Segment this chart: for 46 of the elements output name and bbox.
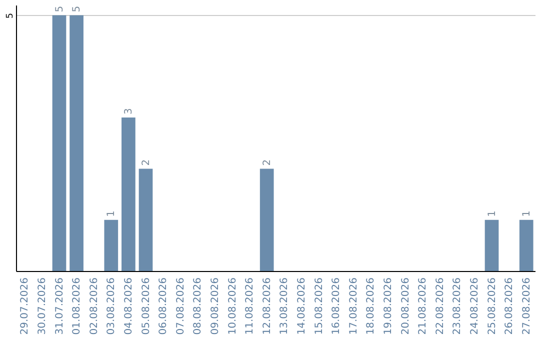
x-tick-label: 24.08.2026 xyxy=(469,278,480,335)
data-label: 5 xyxy=(54,6,66,12)
x-tick-label: 04.08.2026 xyxy=(123,278,134,335)
x-tick-label: 27.08.2026 xyxy=(521,278,532,335)
x-tick-label: 19.08.2026 xyxy=(382,278,394,335)
x-tick-label: 12.08.2026 xyxy=(262,278,273,335)
x-tick-label: 29.07.2026 xyxy=(20,278,31,335)
x-tick-label: 06.08.2026 xyxy=(158,278,170,335)
x-tick-label: 25.08.2026 xyxy=(486,278,498,335)
x-tick-label: 23.08.2026 xyxy=(452,278,464,335)
x-tick-label: 02.08.2026 xyxy=(88,278,100,335)
bar xyxy=(70,15,84,271)
data-label: 2 xyxy=(140,159,152,166)
bar xyxy=(52,15,66,271)
x-tick-label: 31.07.2026 xyxy=(54,278,66,335)
x-tick-label: 01.08.2026 xyxy=(72,278,83,335)
data-label: 3 xyxy=(123,108,134,115)
x-tick-label: 13.08.2026 xyxy=(279,278,290,335)
x-tick-label: 08.08.2026 xyxy=(192,278,204,335)
data-label: 2 xyxy=(262,159,273,166)
x-tick-label: 22.08.2026 xyxy=(434,278,446,335)
x-tick-label: 10.08.2026 xyxy=(227,278,238,335)
x-tick-label: 05.08.2026 xyxy=(140,278,152,335)
x-tick-label: 30.07.2026 xyxy=(36,278,48,335)
bar xyxy=(484,220,499,271)
bar xyxy=(122,118,136,271)
x-tick-label: 16.08.2026 xyxy=(331,278,342,335)
x-tick-label: 14.08.2026 xyxy=(296,278,308,335)
bar xyxy=(260,168,274,271)
x-tick-label: 26.08.2026 xyxy=(504,278,516,335)
data-label: 5 xyxy=(72,6,83,12)
bar xyxy=(519,220,534,271)
x-tick-label: 11.08.2026 xyxy=(244,278,256,335)
x-tick-label: 09.08.2026 xyxy=(210,278,221,335)
data-label: 1 xyxy=(486,210,498,217)
x-tick-label: 03.08.2026 xyxy=(106,278,118,335)
x-tick-label: 18.08.2026 xyxy=(366,278,377,335)
x-tick-label: 20.08.2026 xyxy=(400,278,412,335)
bar xyxy=(104,220,118,271)
x-tick-label: 17.08.2026 xyxy=(348,278,360,335)
x-tick-label: 21.08.2026 xyxy=(418,278,429,335)
data-label: 1 xyxy=(106,210,118,217)
bar xyxy=(138,168,153,271)
data-label: 1 xyxy=(521,210,532,217)
x-tick-label: 15.08.2026 xyxy=(314,278,325,335)
x-tick-label: 07.08.2026 xyxy=(175,278,186,335)
